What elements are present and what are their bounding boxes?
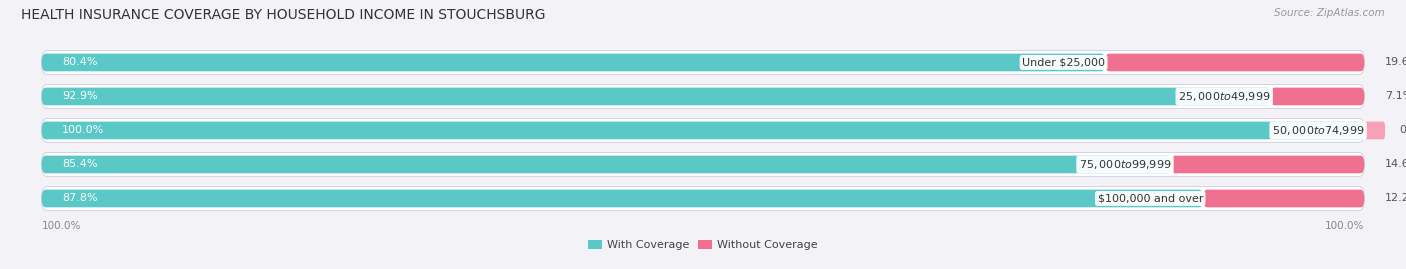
Text: 85.4%: 85.4% — [62, 160, 98, 169]
FancyBboxPatch shape — [1271, 88, 1364, 105]
FancyBboxPatch shape — [42, 187, 1364, 210]
Text: 14.6%: 14.6% — [1385, 160, 1406, 169]
Text: 19.6%: 19.6% — [1385, 58, 1406, 68]
FancyBboxPatch shape — [1171, 156, 1364, 173]
Text: 7.1%: 7.1% — [1385, 91, 1406, 101]
Text: Under $25,000: Under $25,000 — [1022, 58, 1105, 68]
Text: 100.0%: 100.0% — [42, 221, 82, 231]
FancyBboxPatch shape — [42, 51, 1364, 74]
FancyBboxPatch shape — [42, 190, 1204, 207]
FancyBboxPatch shape — [42, 153, 1364, 176]
FancyBboxPatch shape — [1204, 190, 1364, 207]
FancyBboxPatch shape — [42, 122, 1364, 139]
FancyBboxPatch shape — [1105, 54, 1364, 71]
Text: 0.0%: 0.0% — [1399, 125, 1406, 136]
Text: Source: ZipAtlas.com: Source: ZipAtlas.com — [1274, 8, 1385, 18]
Text: $75,000 to $99,999: $75,000 to $99,999 — [1078, 158, 1171, 171]
Legend: With Coverage, Without Coverage: With Coverage, Without Coverage — [583, 235, 823, 255]
Text: HEALTH INSURANCE COVERAGE BY HOUSEHOLD INCOME IN STOUCHSBURG: HEALTH INSURANCE COVERAGE BY HOUSEHOLD I… — [21, 8, 546, 22]
FancyBboxPatch shape — [42, 156, 1171, 173]
Text: 100.0%: 100.0% — [1324, 221, 1364, 231]
FancyBboxPatch shape — [42, 119, 1364, 142]
Text: 12.2%: 12.2% — [1385, 193, 1406, 203]
FancyBboxPatch shape — [42, 88, 1271, 105]
Text: $25,000 to $49,999: $25,000 to $49,999 — [1178, 90, 1271, 103]
Text: 87.8%: 87.8% — [62, 193, 98, 203]
Text: 92.9%: 92.9% — [62, 91, 98, 101]
Text: 80.4%: 80.4% — [62, 58, 98, 68]
FancyBboxPatch shape — [42, 54, 1105, 71]
Text: 100.0%: 100.0% — [62, 125, 104, 136]
Text: $100,000 and over: $100,000 and over — [1098, 193, 1204, 203]
FancyBboxPatch shape — [42, 84, 1364, 108]
FancyBboxPatch shape — [1364, 122, 1385, 139]
Text: $50,000 to $74,999: $50,000 to $74,999 — [1272, 124, 1364, 137]
